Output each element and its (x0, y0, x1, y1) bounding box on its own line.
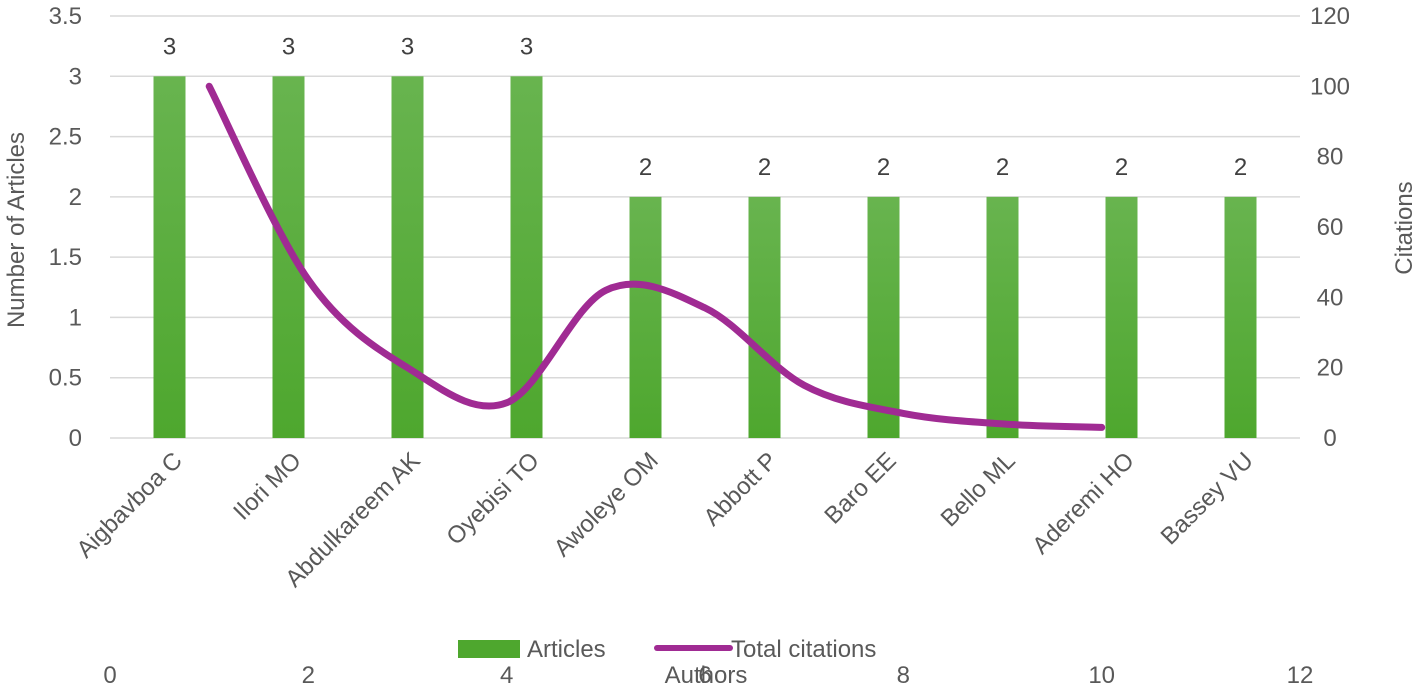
left-axis-ticks: 0 0.5 1 1.5 2 2.5 3 3.5 (49, 3, 82, 452)
bottom-tick-label: 0 (103, 662, 116, 689)
category-label: Abbott P (699, 447, 783, 531)
left-tick-label: 3 (69, 63, 82, 90)
category-label: Bello ML (936, 447, 1021, 532)
right-tick-label: 40 (1317, 284, 1344, 311)
category-label: Aigbavboa C (71, 447, 187, 563)
bottom-tick-label: 2 (302, 662, 315, 689)
bar-data-label: 3 (163, 33, 176, 60)
bottom-tick-label: 6 (698, 662, 711, 689)
right-tick-label: 120 (1310, 3, 1350, 30)
bar-data-label: 2 (996, 154, 1009, 181)
gridlines (110, 15, 1300, 439)
right-tick-label: 0 (1323, 425, 1336, 452)
right-axis-ticks: 0 20 40 60 80 100 120 (1310, 3, 1350, 452)
bars-articles (153, 76, 1257, 439)
bar-articles (867, 196, 900, 438)
bar-articles (986, 196, 1019, 438)
left-tick-label: 2 (69, 184, 82, 211)
bar-data-labels: 3 3 3 3 2 2 2 2 2 2 (163, 33, 1247, 181)
right-tick-label: 100 (1310, 73, 1350, 100)
bottom-axis-title: Authors (665, 662, 748, 689)
category-label: Aderemi HO (1027, 447, 1139, 559)
legend-label-total-citations: Total citations (731, 636, 876, 663)
bar-data-label: 2 (877, 154, 890, 181)
bottom-tick-label: 10 (1088, 662, 1115, 689)
left-tick-label: 2.5 (49, 124, 82, 151)
bar-data-label: 3 (401, 33, 414, 60)
right-tick-label: 60 (1317, 214, 1344, 241)
category-label: Oyebisi TO (441, 447, 544, 550)
bottom-tick-label: 8 (897, 662, 910, 689)
legend: Articles Total citations (458, 636, 876, 663)
category-label: Bassey VU (1156, 447, 1259, 550)
left-axis-title: Number of Articles (3, 132, 30, 328)
right-tick-label: 80 (1317, 144, 1344, 171)
bar-articles (153, 76, 186, 439)
legend-label-articles: Articles (527, 636, 606, 663)
bar-data-label: 3 (520, 33, 533, 60)
bar-articles (1105, 196, 1138, 438)
category-label: Ilori MO (228, 447, 306, 525)
bottom-axis-ticks: 0 2 4 6 8 10 12 (103, 662, 1313, 689)
bar-articles (391, 76, 424, 439)
left-tick-label: 3.5 (49, 3, 82, 30)
left-tick-label: 0.5 (49, 365, 82, 392)
category-label: Baro EE (819, 447, 901, 529)
left-tick-label: 1.5 (49, 244, 82, 271)
category-label: Awoleye OM (549, 447, 664, 562)
bottom-tick-label: 12 (1287, 662, 1314, 689)
bar-articles (272, 76, 305, 439)
bar-data-label: 2 (639, 154, 652, 181)
bar-data-label: 2 (758, 154, 771, 181)
bar-data-label: 2 (1234, 154, 1247, 181)
line-total-citations (205, 82, 1106, 431)
bar-articles (1224, 196, 1257, 438)
left-tick-label: 1 (69, 304, 82, 331)
right-tick-label: 20 (1317, 355, 1344, 382)
left-tick-label: 0 (69, 425, 82, 452)
bar-articles (748, 196, 781, 438)
legend-swatch-articles (458, 640, 520, 658)
bar-data-label: 2 (1115, 154, 1128, 181)
bar-data-label: 3 (282, 33, 295, 60)
bottom-tick-label: 4 (500, 662, 513, 689)
bar-articles (629, 196, 662, 438)
right-axis-title: Citations (1391, 181, 1417, 274)
line-total-citations-path (205, 82, 1106, 431)
